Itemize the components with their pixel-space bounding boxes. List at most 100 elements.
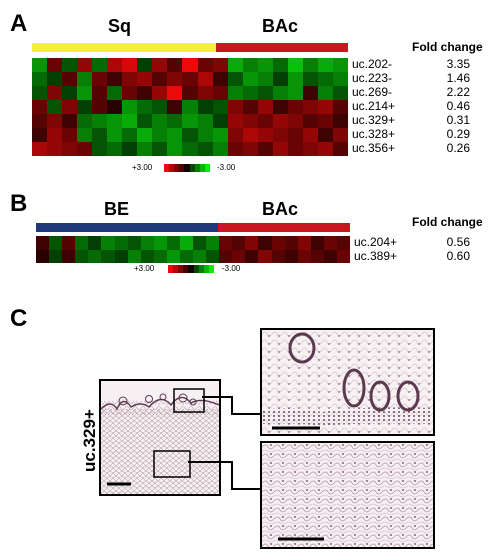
scale-swatch (168, 265, 174, 273)
fold-change-value: 2.22 (446, 85, 470, 99)
heatmap-cell (127, 249, 142, 263)
heatmap-cell (167, 100, 183, 115)
heatmap-cell (92, 58, 108, 73)
heatmap-cell (137, 114, 153, 129)
heatmap-cell (272, 58, 289, 73)
heatmap-cell (242, 114, 259, 129)
heatmap-cell (182, 72, 199, 87)
heatmap-cell (257, 72, 274, 87)
row-label: uc.204+ (354, 235, 398, 249)
heatmap-cell (47, 72, 63, 87)
heatmap-cell (32, 114, 48, 129)
heatmap-cell (152, 142, 168, 156)
heatmap-cell (88, 236, 102, 250)
panel-b-group-bac-label: BAc (262, 199, 299, 219)
heatmap-cell (32, 142, 48, 156)
heatmap-cell (257, 100, 274, 115)
heatmap-cell (206, 236, 220, 250)
heatmap-cell (332, 142, 348, 156)
heatmap-cell (219, 249, 233, 263)
heatmap-cell (77, 128, 93, 143)
panel-a-fold-change-header: Fold change (412, 40, 483, 54)
scale-swatch (194, 164, 201, 172)
heatmap-cell (272, 142, 289, 156)
heatmap-cell (107, 72, 123, 87)
panel-a-heatmap (32, 58, 348, 156)
heatmap-cell (287, 58, 304, 73)
heatmap-cell (182, 86, 199, 101)
heatmap-cell (32, 128, 48, 143)
heatmap-cell (47, 114, 63, 129)
heatmap-cell (242, 128, 259, 143)
heatmap-cell (317, 114, 334, 129)
row-label: uc.328+ (352, 127, 396, 141)
heatmap-cell (317, 58, 334, 73)
heatmap-cell (62, 58, 78, 73)
heatmap-cell (287, 100, 304, 115)
heatmap-cell (323, 236, 338, 250)
heatmap-cell (212, 58, 229, 73)
heatmap-cell (332, 58, 348, 73)
heatmap-cell (179, 249, 194, 263)
heatmap-cell (297, 236, 312, 250)
scale-swatch (204, 164, 211, 172)
panel-b-color-scale (168, 265, 215, 273)
heatmap-cell (122, 58, 138, 73)
heatmap-cell (77, 142, 93, 156)
scale-swatch (203, 265, 210, 273)
heatmap-cell (284, 236, 299, 250)
heatmap-cell (152, 100, 168, 115)
scale-swatch (188, 265, 195, 273)
heatmap-cell (193, 249, 207, 263)
heatmap-cell (317, 142, 334, 156)
fold-change-value: 1.46 (446, 71, 470, 85)
heatmap-cell (197, 142, 214, 156)
heatmap-cell (32, 100, 48, 115)
heatmap-cell (167, 114, 183, 129)
heatmap-cell (257, 86, 274, 101)
heatmap-cell (62, 249, 76, 263)
heatmap-cell (122, 128, 138, 143)
heatmap-cell (137, 86, 153, 101)
row-label: uc.214+ (352, 99, 396, 113)
heatmap-cell (227, 142, 244, 156)
row-label: uc.223- (352, 71, 393, 85)
row-label: uc.356+ (352, 141, 396, 155)
row-label: uc.329+ (352, 113, 396, 127)
heatmap-cell (167, 128, 183, 143)
heatmap-cell (272, 86, 289, 101)
heatmap-cell (336, 249, 350, 263)
heatmap-cell (179, 236, 194, 250)
heatmap-cell (197, 100, 214, 115)
heatmap-cell (302, 100, 319, 115)
heatmap-cell (302, 142, 319, 156)
heatmap-cell (137, 142, 153, 156)
scale-swatch (173, 265, 179, 273)
heatmap-cell (287, 114, 304, 129)
heatmap-cell (107, 58, 123, 73)
heatmap-cell (332, 128, 348, 143)
heatmap-cell (310, 236, 325, 250)
heatmap-cell (114, 236, 129, 250)
heatmap-cell (206, 249, 220, 263)
panel-b-be-bar (36, 223, 218, 232)
heatmap-cell (77, 86, 93, 101)
scale-swatch (178, 265, 184, 273)
heatmap-cell (302, 128, 319, 143)
heatmap-cell (47, 86, 63, 101)
heatmap-cell (232, 236, 246, 250)
heatmap-cell (47, 128, 63, 143)
heatmap-cell (137, 128, 153, 143)
heatmap-cell (323, 249, 338, 263)
scale-swatch (174, 164, 180, 172)
heatmap-cell (122, 100, 138, 115)
heatmap-cell (242, 100, 259, 115)
heatmap-cell (114, 249, 129, 263)
heatmap-cell (212, 128, 229, 143)
heatmap-cell (101, 236, 115, 250)
heatmap-cell (77, 114, 93, 129)
heatmap-cell (272, 100, 289, 115)
scale-swatch (184, 164, 191, 172)
heatmap-cell (317, 128, 334, 143)
heatmap-cell (36, 249, 50, 263)
